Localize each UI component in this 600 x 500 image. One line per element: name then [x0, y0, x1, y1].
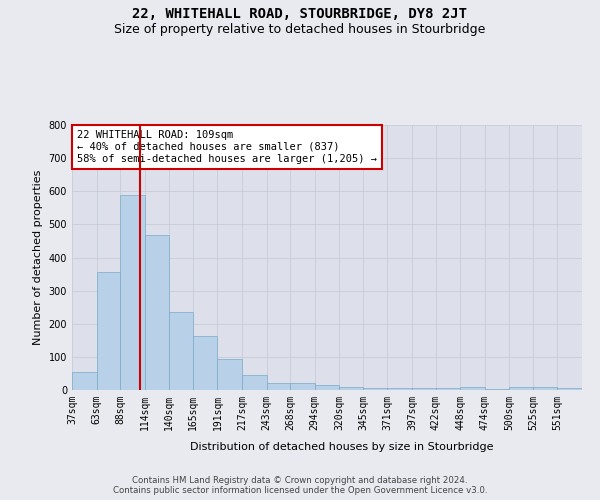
Bar: [72, 372, 97, 390]
Bar: [290, 384, 315, 390]
Bar: [533, 388, 557, 390]
Text: 22, WHITEHALL ROAD, STOURBRIDGE, DY8 2JT: 22, WHITEHALL ROAD, STOURBRIDGE, DY8 2JT: [133, 8, 467, 22]
Text: 22 WHITEHALL ROAD: 109sqm
← 40% of detached houses are smaller (837)
58% of semi: 22 WHITEHALL ROAD: 109sqm ← 40% of detac…: [77, 130, 377, 164]
Text: Contains HM Land Registry data © Crown copyright and database right 2024.
Contai: Contains HM Land Registry data © Crown c…: [113, 476, 487, 495]
Y-axis label: Number of detached properties: Number of detached properties: [33, 170, 43, 345]
Bar: [266, 384, 290, 390]
Bar: [217, 359, 242, 390]
Text: Distribution of detached houses by size in Stourbridge: Distribution of detached houses by size …: [190, 442, 494, 452]
Text: Size of property relative to detached houses in Stourbridge: Size of property relative to detached ho…: [115, 22, 485, 36]
Bar: [509, 388, 533, 390]
Bar: [363, 388, 388, 390]
Bar: [436, 388, 460, 390]
Bar: [315, 385, 339, 390]
Bar: [339, 388, 363, 390]
Bar: [557, 388, 582, 390]
Bar: [193, 336, 217, 390]
Bar: [120, 194, 145, 390]
Bar: [412, 388, 436, 390]
Bar: [169, 312, 193, 390]
Bar: [460, 388, 485, 390]
Bar: [97, 272, 120, 390]
Bar: [485, 389, 509, 390]
Bar: [242, 375, 266, 390]
Bar: [388, 388, 412, 390]
Bar: [145, 235, 169, 390]
